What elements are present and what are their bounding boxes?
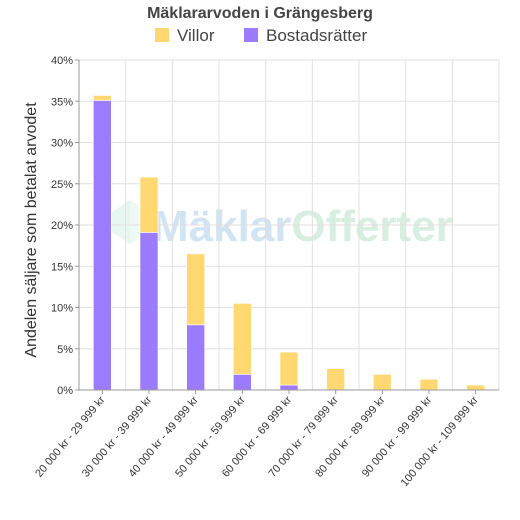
bar-villor xyxy=(186,253,205,326)
bar-villor xyxy=(466,384,485,391)
y-tick-label: 25% xyxy=(51,179,73,191)
legend-label: Bostadsrätter xyxy=(266,26,367,45)
bar-bostadsr-tter xyxy=(233,374,252,391)
watermark-logo-icon xyxy=(112,200,130,244)
bar-bostadsr-tter xyxy=(279,384,299,391)
x-tick-label: 100 000 kr - 109 999 kr xyxy=(399,394,482,489)
bar-villor xyxy=(139,176,159,233)
bar-bostadsr-tter xyxy=(139,232,159,391)
chart-title: Mäklararvoden i Grängesberg xyxy=(147,5,373,22)
watermark: MäklarOfferter xyxy=(112,200,453,251)
y-tick-label: 0% xyxy=(57,385,73,397)
bar-villor xyxy=(326,368,345,391)
y-tick-label: 35% xyxy=(51,96,73,108)
bar-villor xyxy=(279,351,299,386)
legend: Villor Bostadsrätter xyxy=(155,26,367,45)
y-tick-label: 5% xyxy=(57,344,73,356)
y-tick-label: 15% xyxy=(51,261,73,273)
legend-swatch xyxy=(155,28,169,42)
y-tick-label: 30% xyxy=(51,138,73,150)
y-axis-label: Andelen säljare som betalat arvodet xyxy=(23,102,40,358)
y-tick-label: 20% xyxy=(51,220,73,232)
bar-villor xyxy=(93,95,112,101)
y-tick-label: 10% xyxy=(51,303,73,315)
watermark-text-part-1: Mäklar xyxy=(152,202,291,251)
watermark-text-part-2: Offerter xyxy=(291,202,452,251)
bar-bostadsr-tter xyxy=(93,100,112,391)
bar-villor xyxy=(373,374,392,391)
bar-villor xyxy=(419,378,439,391)
bar-bostadsr-tter xyxy=(186,324,205,391)
bar-villor xyxy=(233,303,252,375)
legend-swatch xyxy=(244,28,258,42)
bars xyxy=(93,95,485,391)
watermark-text: MäklarOfferter xyxy=(152,202,453,251)
legend-label: Villor xyxy=(177,26,215,45)
y-tick-label: 40% xyxy=(51,55,73,67)
